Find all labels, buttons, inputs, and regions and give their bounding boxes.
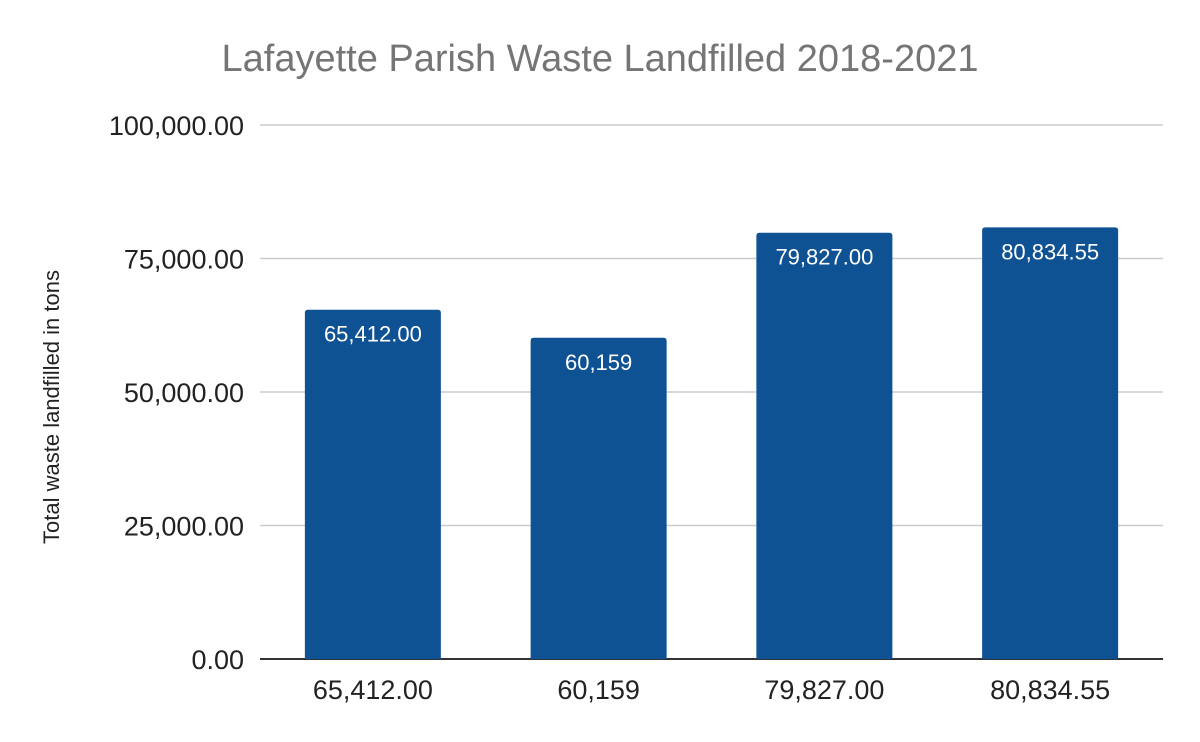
data-label: 60,159 (565, 350, 632, 375)
data-labels: 65,412.00 60,159 79,827.00 80,834.55 (324, 239, 1099, 374)
x-tick-labels: 65,412.00 60,159 79,827.00 80,834.55 (313, 675, 1110, 705)
chart-title: Lafayette Parish Waste Landfilled 2018-2… (221, 38, 979, 80)
y-tick-label: 0.00 (191, 645, 244, 675)
y-tick-label: 100,000.00 (109, 111, 244, 141)
bar (530, 337, 667, 659)
data-label: 65,412.00 (324, 322, 422, 347)
y-tick-label: 25,000.00 (124, 512, 244, 542)
data-label: 80,834.55 (1001, 239, 1099, 264)
x-tick-label: 65,412.00 (313, 675, 433, 705)
x-tick-label: 60,159 (557, 675, 640, 705)
y-tick-labels: 0.00 25,000.00 50,000.00 75,000.00 100,000.0… (109, 111, 244, 675)
bars (304, 227, 1119, 659)
y-tick-label: 50,000.00 (124, 378, 244, 408)
x-tick-label: 80,834.55 (990, 675, 1110, 705)
bar (982, 227, 1119, 659)
x-tick-label: 79,827.00 (764, 675, 884, 705)
y-tick-label: 75,000.00 (124, 245, 244, 275)
bar (756, 232, 893, 659)
bar (304, 309, 441, 659)
data-label: 79,827.00 (775, 245, 873, 270)
